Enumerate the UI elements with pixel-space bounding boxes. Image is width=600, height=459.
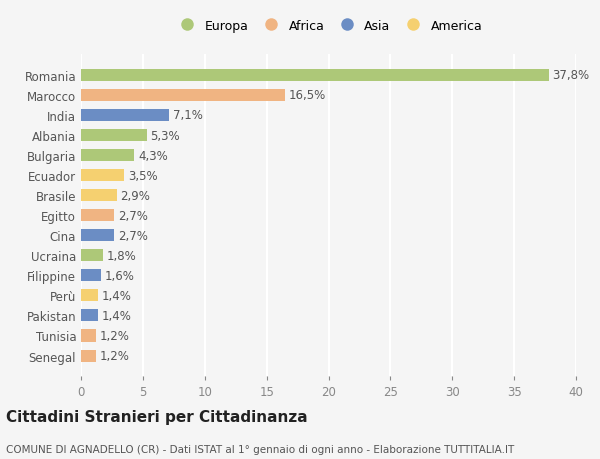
Text: 2,7%: 2,7% [118,229,148,242]
Text: 7,1%: 7,1% [173,109,202,122]
Bar [81,130,146,142]
Bar [81,210,115,222]
Text: 2,9%: 2,9% [121,189,151,202]
Text: 1,4%: 1,4% [102,289,132,302]
Bar [81,330,96,342]
Legend: Europa, Africa, Asia, America: Europa, Africa, Asia, America [175,20,482,33]
Text: Cittadini Stranieri per Cittadinanza: Cittadini Stranieri per Cittadinanza [6,409,308,425]
Bar [81,110,169,122]
Text: 1,2%: 1,2% [100,329,130,342]
Bar [81,350,96,362]
Bar [81,190,117,202]
Bar [81,170,124,182]
Text: 1,8%: 1,8% [107,249,137,262]
Text: 4,3%: 4,3% [138,149,167,162]
Bar [81,310,98,322]
Text: 1,6%: 1,6% [104,269,134,282]
Text: 1,4%: 1,4% [102,309,132,322]
Text: COMUNE DI AGNADELLO (CR) - Dati ISTAT al 1° gennaio di ogni anno - Elaborazione : COMUNE DI AGNADELLO (CR) - Dati ISTAT al… [6,444,514,454]
Bar [81,150,134,162]
Bar [81,250,103,262]
Bar [81,290,98,302]
Bar [81,70,549,82]
Bar [81,270,101,282]
Text: 5,3%: 5,3% [151,129,180,142]
Bar [81,90,285,102]
Text: 16,5%: 16,5% [289,89,326,102]
Text: 2,7%: 2,7% [118,209,148,222]
Text: 3,5%: 3,5% [128,169,158,182]
Text: 37,8%: 37,8% [553,69,590,82]
Bar [81,230,115,242]
Text: 1,2%: 1,2% [100,349,130,362]
